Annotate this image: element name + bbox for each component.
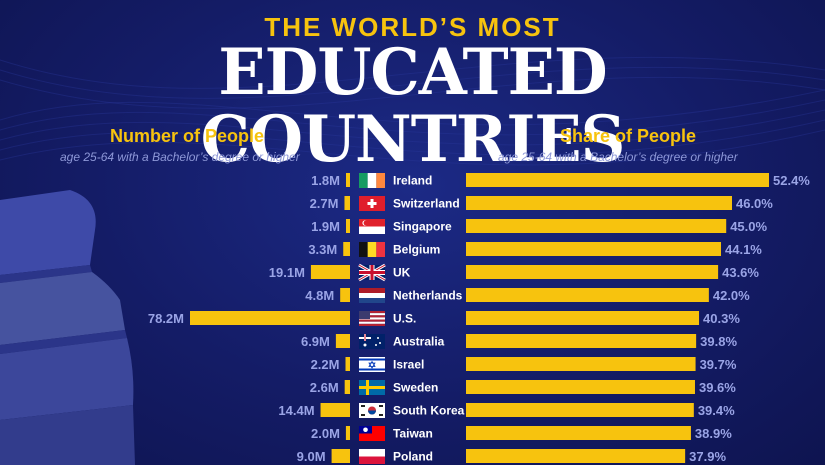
right-value-label: 37.9% [689, 449, 726, 464]
right-value-label: 46.0% [736, 196, 773, 211]
book-stack-illustration [0, 190, 135, 465]
header-kicker: THE WORLD’S MOST [264, 12, 561, 42]
left-value-label: 78.2M [148, 311, 184, 326]
left-bar [331, 449, 350, 463]
page-title: EDUCATED COUNTRIES [200, 34, 626, 177]
left-bar [346, 219, 350, 233]
right-value-label: 45.0% [730, 219, 767, 234]
right-value-label: 43.6% [722, 265, 759, 280]
country-label: Singapore [393, 220, 452, 234]
right-value-label: 39.7% [700, 357, 737, 372]
right-bar [466, 426, 691, 440]
sweden-flag-icon [359, 380, 385, 395]
left-bar [346, 173, 350, 187]
country-label: Taiwan [393, 427, 433, 441]
right-bar [466, 196, 732, 210]
australia-flag-icon [359, 334, 385, 349]
right-bar [466, 403, 694, 417]
switzerland-flag-icon [359, 196, 385, 211]
left-value-label: 9.0M [297, 449, 326, 464]
country-label: Sweden [393, 381, 438, 395]
left-bar [340, 288, 350, 302]
country-label: U.S. [393, 312, 416, 326]
right-value-label: 38.9% [695, 426, 732, 441]
right-bar [466, 334, 697, 348]
left-bar [344, 196, 350, 210]
poland-flag-icon [359, 449, 385, 464]
right-bar [466, 265, 719, 279]
right-bar [466, 449, 686, 463]
left-bar [344, 380, 350, 394]
left-value-label: 1.8M [311, 173, 340, 188]
right-bar [466, 357, 696, 371]
left-value-label: 6.9M [301, 334, 330, 349]
singapore-flag-icon [359, 219, 385, 234]
left-bar [335, 334, 350, 348]
right-bar [466, 311, 700, 325]
country-label: Israel [393, 358, 424, 372]
us-flag-icon [359, 311, 385, 326]
left-bar [310, 265, 350, 279]
country-label: Australia [393, 335, 445, 349]
netherlands-flag-icon [359, 288, 385, 303]
left-value-label: 2.6M [310, 380, 339, 395]
left-value-label: 1.9M [311, 219, 340, 234]
right-bar [466, 380, 695, 394]
right-value-label: 40.3% [703, 311, 740, 326]
country-label: Ireland [393, 174, 432, 188]
country-label: UK [393, 266, 411, 280]
right-value-label: 44.1% [725, 242, 762, 257]
country-label: Switzerland [393, 197, 460, 211]
left-value-label: 19.1M [269, 265, 305, 280]
left-value-label: 4.8M [305, 288, 334, 303]
left-panel-title: Number of People [110, 126, 265, 146]
belgium-flag-icon [359, 242, 385, 257]
right-panel-subtitle: age 25-64 with a Bachelor’s degree or hi… [498, 150, 738, 164]
country-label: Poland [393, 450, 433, 464]
left-value-label: 3.3M [308, 242, 337, 257]
right-bar [466, 288, 709, 302]
left-bar [345, 357, 350, 371]
left-value-label: 2.7M [310, 196, 339, 211]
right-value-label: 42.0% [713, 288, 750, 303]
uk-flag-icon [358, 263, 386, 282]
right-value-label: 39.4% [698, 403, 735, 418]
country-label: Netherlands [393, 289, 463, 303]
left-panel-subtitle: age 25-64 with a Bachelor’s degree or hi… [60, 150, 300, 164]
country-label: South Korea [393, 404, 465, 418]
left-bar [343, 242, 350, 256]
taiwan-flag-icon [359, 426, 385, 441]
right-bar [466, 173, 769, 187]
right-value-label: 39.6% [699, 380, 736, 395]
ireland-flag-icon [359, 173, 385, 188]
right-bar [466, 242, 722, 256]
israel-flag-icon [359, 357, 385, 372]
right-bar [466, 219, 727, 233]
left-bar [190, 311, 350, 325]
right-value-label: 39.8% [700, 334, 737, 349]
country-label: Belgium [393, 243, 440, 257]
left-bar [320, 403, 350, 417]
left-value-label: 14.4M [278, 403, 314, 418]
right-value-label: 52.4% [773, 173, 810, 188]
left-bar [345, 426, 350, 440]
left-value-label: 2.2M [311, 357, 340, 372]
right-panel-title: Share of People [560, 126, 697, 146]
left-value-label: 2.0M [311, 426, 340, 441]
south-korea-flag-icon [359, 403, 385, 418]
